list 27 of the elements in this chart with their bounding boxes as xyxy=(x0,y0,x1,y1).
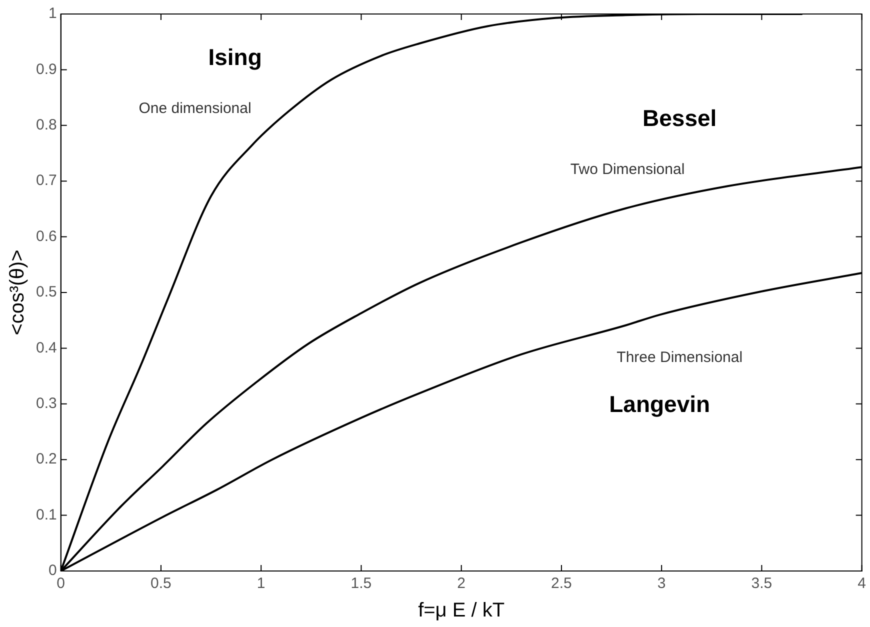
annotation: Bessel xyxy=(642,105,717,132)
x-tick-label: 0.5 xyxy=(150,575,172,592)
y-axis-title: <cos³(θ)> xyxy=(6,250,29,336)
annotation: One dimensional xyxy=(138,100,252,117)
x-tick-label: 2 xyxy=(457,575,466,592)
y-tick-label: 0.3 xyxy=(36,395,57,412)
y-tick-label: 0.9 xyxy=(36,60,57,78)
x-tick-label: 4 xyxy=(858,575,866,592)
y-tick-label: 0.2 xyxy=(36,450,57,468)
x-axis-title: f=μ E / kT xyxy=(418,600,505,622)
x-tick-label: 2.5 xyxy=(551,575,572,592)
annotation: Three Dimensional xyxy=(616,348,743,366)
y-tick-label: 0 xyxy=(48,562,57,580)
y-tick-label: 0.7 xyxy=(36,172,57,190)
x-tick-label: 1 xyxy=(256,575,266,592)
annotation: Ising xyxy=(208,44,262,70)
x-tick-label: 3 xyxy=(657,575,666,592)
y-tick-label: 0.8 xyxy=(36,116,57,134)
x-tick-label: 3.5 xyxy=(751,575,772,592)
y-tick-label: 0.6 xyxy=(36,228,57,245)
annotation: Langevin xyxy=(609,390,710,417)
x-tick-label: 1.5 xyxy=(350,575,372,592)
y-tick-label: 0.4 xyxy=(36,339,57,356)
y-tick-label: 0.1 xyxy=(36,506,57,524)
y-tick-label: 1 xyxy=(48,5,57,22)
y-tick-label: 0.5 xyxy=(36,284,57,301)
annotation: Two Dimensional xyxy=(570,161,685,178)
